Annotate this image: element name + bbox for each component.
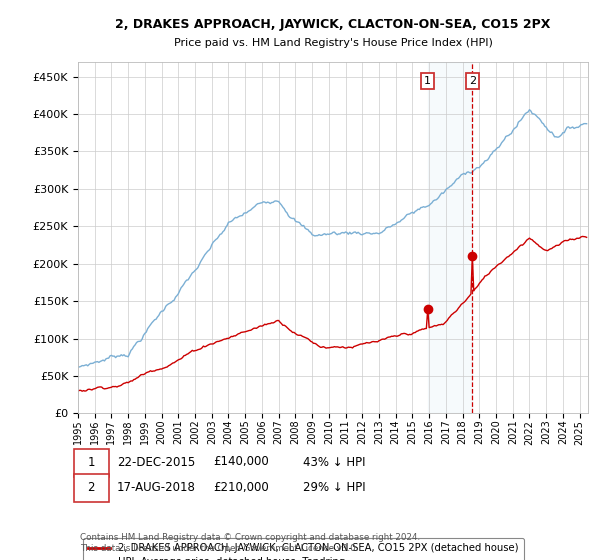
Text: 1: 1 xyxy=(88,456,95,469)
Text: 2, DRAKES APPROACH, JAYWICK, CLACTON-ON-SEA, CO15 2PX: 2, DRAKES APPROACH, JAYWICK, CLACTON-ON-… xyxy=(115,18,551,31)
Text: £140,000: £140,000 xyxy=(213,455,269,469)
Text: 2: 2 xyxy=(469,76,476,86)
Text: Contains HM Land Registry data © Crown copyright and database right 2024.
This d: Contains HM Land Registry data © Crown c… xyxy=(80,533,420,553)
Text: 2: 2 xyxy=(88,481,95,494)
Text: 22-DEC-2015: 22-DEC-2015 xyxy=(117,455,195,469)
Text: Price paid vs. HM Land Registry's House Price Index (HPI): Price paid vs. HM Land Registry's House … xyxy=(173,38,493,48)
Text: £210,000: £210,000 xyxy=(213,480,269,494)
Text: 43% ↓ HPI: 43% ↓ HPI xyxy=(303,455,365,469)
Text: 1: 1 xyxy=(424,76,431,86)
Legend: 2, DRAKES APPROACH, JAYWICK, CLACTON-ON-SEA, CO15 2PX (detached house), HPI: Ave: 2, DRAKES APPROACH, JAYWICK, CLACTON-ON-… xyxy=(83,538,523,560)
Text: 17-AUG-2018: 17-AUG-2018 xyxy=(117,480,196,494)
Text: 29% ↓ HPI: 29% ↓ HPI xyxy=(303,480,365,494)
Bar xyxy=(428,62,472,413)
